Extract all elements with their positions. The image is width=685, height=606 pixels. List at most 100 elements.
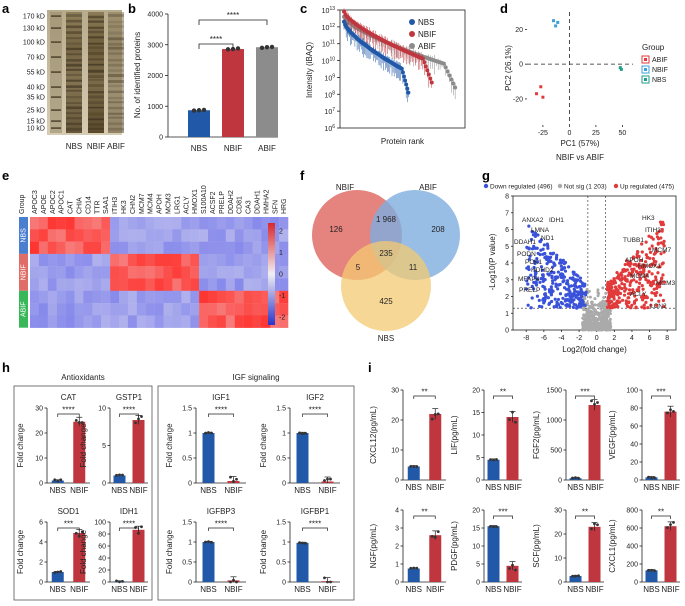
heatmap-cell — [163, 266, 173, 279]
heatmap-cell — [56, 217, 66, 230]
pca-point-abif — [541, 95, 545, 99]
pca-point-nbif — [554, 24, 558, 28]
y-tick-label: 1.5 — [182, 406, 192, 413]
heatmap-cell — [110, 217, 120, 230]
volcano-point-not-sig — [606, 314, 610, 318]
colorbar — [268, 223, 275, 325]
volcano-point-down — [530, 296, 534, 300]
volcano-point-up — [621, 298, 625, 302]
volcano-point-up — [612, 290, 616, 294]
significance-bracket — [651, 395, 671, 399]
heatmap-cell — [208, 290, 218, 304]
data-point — [264, 45, 270, 50]
volcano-point-up — [647, 270, 651, 274]
y-tick-label: 2 — [505, 294, 509, 301]
volcano-point-down — [551, 265, 555, 269]
bar-nbif — [73, 421, 86, 483]
volcano-point-down — [527, 257, 531, 261]
volcano-point-up — [651, 279, 656, 284]
volcano-point-down — [579, 287, 583, 291]
significance-label: **** — [309, 406, 321, 415]
gel-band — [108, 74, 124, 78]
rank-point-nbs — [405, 86, 410, 91]
heatmap-cell — [163, 315, 173, 328]
volcano-point-up — [628, 260, 632, 264]
heatmap-cell — [252, 290, 262, 304]
legend-label: NBS — [418, 18, 434, 27]
significance-bracket — [651, 515, 671, 519]
volcano-point-up — [651, 282, 655, 286]
heatmap-cell — [119, 266, 129, 279]
gene-label-down: PRELP — [519, 287, 540, 294]
volcano-point-down — [543, 255, 547, 260]
volcano-point-up — [617, 275, 621, 279]
volcano-point-not-sig — [604, 328, 608, 332]
volcano-point-down — [545, 262, 549, 266]
volcano-point-up — [649, 298, 654, 302]
column-label: PRELP — [219, 191, 226, 214]
group-label: NBIF — [21, 264, 28, 280]
volcano-point-up — [637, 285, 641, 289]
x-tick-label: 6 — [648, 335, 652, 342]
heatmap-cell — [279, 266, 289, 279]
volcano-point-down — [571, 270, 575, 274]
volcano-point-up — [630, 303, 634, 307]
y-tick-label: 80 — [98, 532, 106, 539]
heatmap-cell — [30, 241, 40, 255]
volcano-point-up — [640, 284, 644, 288]
volcano-point-up — [637, 254, 641, 259]
x-tick-label: NBIF — [224, 486, 242, 495]
y-tick-label: 4000 — [147, 12, 163, 19]
volcano-point-down — [532, 246, 536, 250]
gel-band — [66, 117, 82, 120]
volcano-point-up — [644, 296, 648, 300]
x-tick-label: NBS — [294, 486, 310, 495]
gel-band — [88, 106, 104, 109]
volcano-point-down — [554, 282, 558, 286]
bar-nbif — [429, 535, 442, 582]
volcano-point-down — [543, 287, 547, 291]
x-tick-label: NBIF — [503, 585, 521, 594]
heatmap-cell — [199, 266, 209, 279]
heatmap-cell — [30, 303, 40, 316]
y-tick-label: 6 — [505, 227, 509, 234]
significance-bracket — [119, 413, 139, 417]
subplot-igfbp3: 0 0.5 1 1.5 NBS NBIF **** IGFBP3 Fold change — [165, 507, 246, 594]
x-tick-label: NBIF — [585, 585, 603, 594]
volcano-point-up — [637, 281, 642, 285]
data-point — [207, 540, 210, 543]
y-tick-label: -20 — [513, 96, 523, 103]
x-tick-label: NBS — [485, 585, 501, 594]
volcano-point-not-sig — [584, 318, 588, 322]
y-tick-label: 0.5 — [182, 456, 192, 463]
x-tick-label: NBIF — [661, 483, 679, 492]
volcano-point-down — [535, 256, 539, 261]
legend-marker — [483, 183, 489, 189]
marker-label: 10 kD — [27, 126, 45, 133]
heatmap-cell — [181, 229, 191, 242]
significance-bracket — [493, 515, 513, 519]
data-point — [259, 45, 265, 51]
heatmap-cell — [216, 266, 226, 279]
panel-label-f: f — [300, 168, 305, 183]
significance-label: **** — [123, 406, 135, 415]
volcano-point-up — [662, 304, 666, 309]
bar-nbif — [132, 529, 145, 582]
volcano-point-up — [657, 299, 661, 303]
y-tick-label: 0 — [102, 481, 106, 488]
data-point — [301, 432, 304, 436]
legend-marker — [409, 31, 415, 37]
volcano-point-down — [551, 251, 556, 255]
data-point — [436, 530, 440, 534]
heatmap-cell — [181, 266, 191, 279]
volcano-point-down — [582, 284, 586, 288]
heatmap-cell — [252, 315, 262, 328]
volcano-point-up — [646, 280, 650, 284]
column-label: SAA1 — [103, 196, 110, 214]
column-label: HMOX1 — [192, 189, 199, 214]
volcano-point-down — [527, 267, 531, 272]
y-axis-label: SCF(pg/mL) — [532, 524, 541, 568]
subplot-title: IDH1 — [120, 507, 139, 516]
y-tick-label: 800 — [626, 508, 638, 515]
rank-point-nbif — [426, 72, 431, 77]
